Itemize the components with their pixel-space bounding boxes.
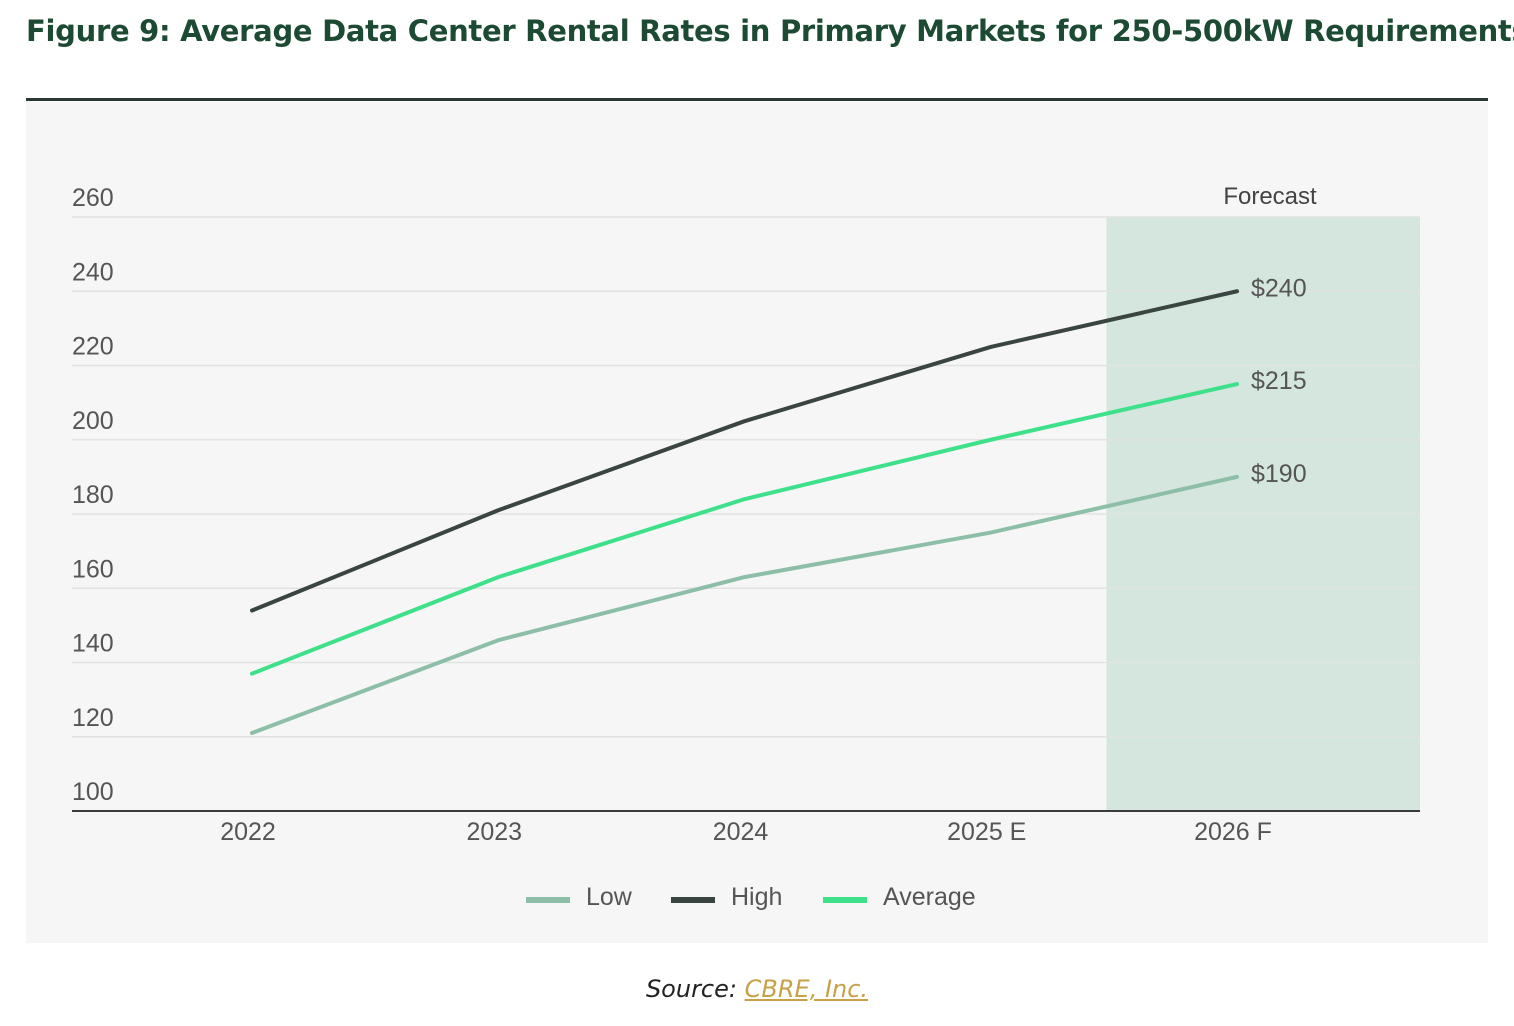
x-tick-label: 2024 bbox=[713, 818, 769, 846]
x-tick-label: 2026 F bbox=[1194, 818, 1272, 846]
source-link[interactable]: CBRE, Inc. bbox=[744, 975, 869, 1003]
x-tick-label: 2023 bbox=[466, 818, 522, 846]
x-tick-label: 2025 E bbox=[947, 818, 1026, 846]
y-tick-label: 180 bbox=[72, 481, 114, 509]
y-tick-label: 240 bbox=[72, 258, 114, 286]
end-label-average: $215 bbox=[1251, 367, 1307, 395]
y-tick-label: 160 bbox=[72, 555, 114, 583]
legend-label-average: Average bbox=[883, 883, 976, 911]
end-label-high: $240 bbox=[1251, 274, 1307, 302]
title-divider bbox=[26, 98, 1488, 101]
legend-label-low: Low bbox=[586, 883, 633, 911]
source-prefix: Source: bbox=[645, 975, 737, 1003]
y-tick-label: 140 bbox=[72, 630, 114, 658]
x-tick-label: 2022 bbox=[220, 818, 276, 846]
legend-label-high: High bbox=[731, 883, 782, 911]
forecast-label: Forecast bbox=[1223, 183, 1317, 210]
series-line-low bbox=[250, 474, 1239, 736]
chart-title: Figure 9: Average Data Center Rental Rat… bbox=[26, 14, 1514, 48]
series-line-high bbox=[250, 289, 1239, 613]
source-note: Source: CBRE, Inc. bbox=[0, 975, 1514, 1003]
series-line-average bbox=[250, 382, 1239, 676]
y-tick-label: 120 bbox=[72, 704, 114, 732]
y-tick-label: 220 bbox=[72, 333, 114, 361]
y-tick-label: 200 bbox=[72, 407, 114, 435]
y-tick-label: 260 bbox=[72, 184, 114, 212]
y-tick-label: 100 bbox=[72, 778, 114, 806]
end-label-low: $190 bbox=[1251, 460, 1307, 488]
